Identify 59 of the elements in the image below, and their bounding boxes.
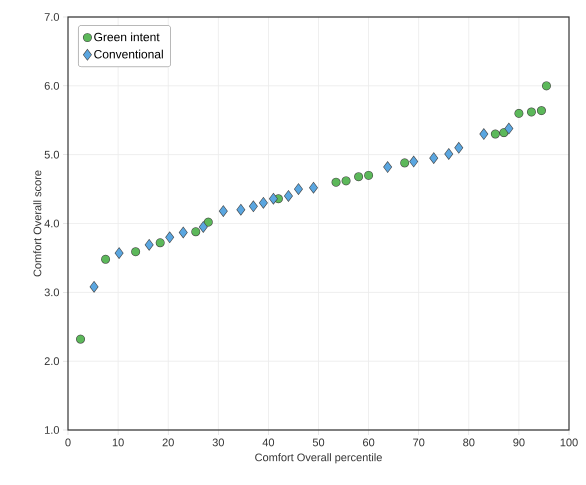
x-tick-label: 20 xyxy=(162,438,174,446)
point xyxy=(504,122,514,134)
point xyxy=(198,221,208,233)
point xyxy=(542,81,551,90)
point xyxy=(444,148,454,160)
point xyxy=(191,227,200,236)
point xyxy=(248,200,258,212)
point xyxy=(332,178,341,187)
y-tick-label: 3.0 xyxy=(44,288,60,296)
x-tick-label: 50 xyxy=(312,438,324,446)
point xyxy=(309,182,318,194)
x-tick-label: 40 xyxy=(262,438,274,446)
x-tick-label: 0 xyxy=(65,438,71,446)
x-tick-label: 90 xyxy=(513,438,525,446)
point xyxy=(284,190,293,202)
x-tick-label: 30 xyxy=(212,438,224,446)
point xyxy=(400,158,410,168)
point xyxy=(90,281,98,293)
point xyxy=(364,170,374,180)
point xyxy=(236,204,246,216)
point xyxy=(383,161,392,173)
x-tick-label: 100 xyxy=(560,438,578,446)
y-tick-label: 4.0 xyxy=(44,220,60,228)
point xyxy=(76,334,86,344)
y-tick-label: 7.0 xyxy=(44,13,60,21)
x-tick-label: 80 xyxy=(463,438,474,446)
point xyxy=(526,107,536,116)
point xyxy=(218,205,228,217)
point xyxy=(294,183,303,195)
point xyxy=(101,254,110,264)
point xyxy=(490,130,500,139)
point xyxy=(514,108,524,118)
legend-label: Conventional xyxy=(94,50,163,58)
y-tick-label: 2.0 xyxy=(44,357,60,366)
point xyxy=(156,238,165,248)
y-tick-label: 6.0 xyxy=(44,82,60,90)
point xyxy=(479,128,488,140)
point xyxy=(258,197,268,209)
point xyxy=(131,247,140,256)
x-tick-label: 70 xyxy=(413,438,424,446)
point xyxy=(429,152,438,164)
point xyxy=(144,239,154,251)
point xyxy=(114,247,124,259)
legend-label: Green intent xyxy=(94,32,160,42)
x-tick-label: 60 xyxy=(363,438,374,446)
point xyxy=(536,106,546,116)
point xyxy=(178,226,188,238)
point xyxy=(454,142,464,154)
x-tick-label: 10 xyxy=(112,438,124,446)
point xyxy=(165,231,174,244)
point xyxy=(409,156,418,168)
y-tick-label: 5.0 xyxy=(44,150,60,159)
x-axis-title: Comfort Overall percentile xyxy=(255,453,382,464)
point xyxy=(204,218,213,227)
point xyxy=(342,176,351,186)
point xyxy=(268,192,278,205)
y-axis-title: Comfort Overall score xyxy=(33,170,42,276)
point xyxy=(354,172,364,182)
y-tick-label: 1.0 xyxy=(45,426,60,434)
